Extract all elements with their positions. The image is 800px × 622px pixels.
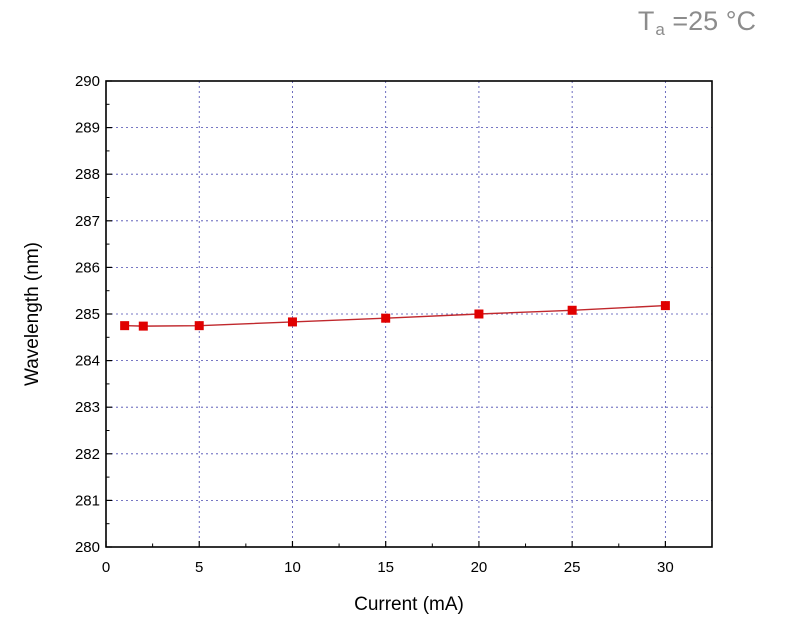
- data-point: [567, 305, 577, 315]
- y-tick-label: 283: [75, 399, 100, 416]
- x-tick-label: 15: [377, 559, 394, 576]
- annotation-main: T: [637, 6, 655, 36]
- temperature-annotation: Ta =25 °C: [638, 6, 756, 40]
- y-tick-label: 285: [75, 306, 100, 323]
- y-tick-label: 284: [75, 353, 100, 370]
- data-series: [120, 301, 670, 331]
- tick-labels: 0 5 10 15 20 25 30 280 281 282 283 284 285 286 287 288 2…: [75, 73, 674, 576]
- data-point: [381, 313, 391, 323]
- y-tick-label: 280: [75, 539, 100, 556]
- y-axis-title: Wavelength (nm): [22, 242, 43, 386]
- x-tick-label: 25: [564, 559, 581, 576]
- y-tick-label: 281: [75, 492, 100, 509]
- data-point: [474, 309, 484, 319]
- x-tick-label: 0: [102, 559, 110, 576]
- data-point: [120, 321, 130, 331]
- data-point: [194, 321, 204, 331]
- y-tick-label: 290: [75, 73, 100, 90]
- x-tick-label: 10: [284, 559, 301, 576]
- y-tick-label: 282: [75, 446, 100, 463]
- x-tick-label: 20: [471, 559, 488, 576]
- grid-lines: [106, 81, 712, 547]
- y-tick-label: 287: [75, 213, 100, 230]
- series-line: [124, 304, 666, 327]
- x-axis-title: Current (mA): [354, 594, 464, 615]
- y-tick-label: 286: [75, 259, 100, 276]
- x-tick-label: 5: [195, 559, 203, 576]
- data-point: [660, 301, 670, 311]
- data-point: [138, 321, 148, 331]
- x-tick-label: 30: [657, 559, 674, 576]
- y-tick-label: 288: [75, 166, 100, 183]
- annotation-subscript: a: [655, 20, 665, 39]
- data-point: [287, 317, 297, 327]
- annotation-rest: =25 °C: [664, 6, 756, 36]
- y-tick-label: 289: [75, 120, 100, 137]
- axis-ticks: [105, 80, 666, 548]
